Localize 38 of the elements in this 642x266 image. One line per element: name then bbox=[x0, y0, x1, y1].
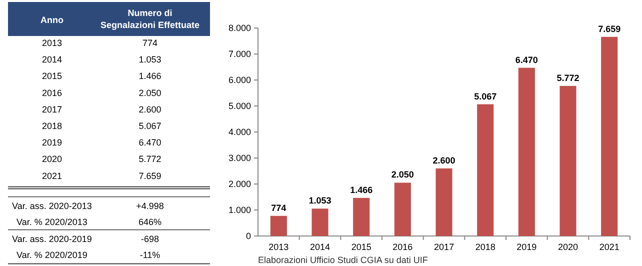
x-tick-label: 2021 bbox=[599, 242, 620, 252]
bar bbox=[601, 36, 618, 236]
bar bbox=[270, 216, 287, 236]
data-label: 2.600 bbox=[432, 155, 456, 166]
bar bbox=[312, 208, 328, 236]
bar bbox=[518, 68, 535, 236]
y-tick-label: 1.000 bbox=[228, 205, 251, 216]
x-tick-label: 2019 bbox=[516, 242, 537, 252]
data-label: 5.772 bbox=[556, 72, 580, 83]
data-label: 2.050 bbox=[391, 170, 414, 180]
data-label: 1.466 bbox=[350, 184, 373, 195]
y-tick-label: 7.000 bbox=[228, 49, 251, 60]
data-label: 1.053 bbox=[308, 196, 332, 206]
x-tick-label: 2015 bbox=[351, 242, 372, 252]
bar bbox=[353, 198, 370, 236]
y-tick-label: 5.000 bbox=[228, 101, 251, 112]
text: Elaborazioni Ufficio Studi CGIA su dati UIF bbox=[258, 255, 428, 265]
data-label: 6.470 bbox=[515, 54, 538, 65]
y-tick-label: 3.000 bbox=[228, 153, 251, 164]
data-label: 5.067 bbox=[474, 91, 497, 102]
x-tick-label: 2016 bbox=[392, 242, 413, 252]
bar bbox=[560, 86, 576, 236]
x-tick-label: 2013 bbox=[268, 242, 289, 252]
data-label: 774 bbox=[271, 202, 286, 213]
x-tick-label: 2017 bbox=[434, 242, 454, 252]
bar bbox=[477, 104, 494, 236]
bar bbox=[394, 182, 411, 236]
x-tick-label: 2020 bbox=[558, 242, 578, 252]
y-tick-label: 0 bbox=[246, 231, 251, 242]
y-tick-label: 8.000 bbox=[228, 23, 251, 34]
x-tick-label: 2018 bbox=[475, 242, 496, 252]
data-table: Anno Numero di Segnalazioni Effettuate 2013 774 2014 1.053 2015 1.466 2016 2.050 2017 2.600 2018 5.067 2019 6.470 2020 5.772 2021 7.659 Var. ass. 2020-2013 +4.998 Var. % 2020/2013 646% Var. ass. 2020-2019 -698 Var. % 2020/2019 -11% bbox=[8, 2, 210, 264]
y-tick-label: 4.000 bbox=[228, 127, 251, 138]
data-label: 7.659 bbox=[598, 24, 621, 34]
y-tick-label: 6.000 bbox=[228, 75, 251, 86]
y-tick-label: 2.000 bbox=[228, 179, 251, 190]
bar bbox=[436, 168, 452, 236]
x-tick-label: 2014 bbox=[310, 242, 330, 252]
